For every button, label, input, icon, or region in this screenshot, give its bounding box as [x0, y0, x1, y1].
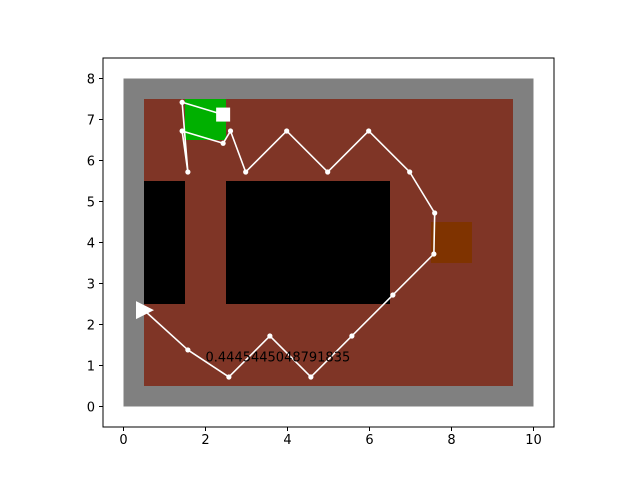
trajectory-point-12	[284, 128, 290, 134]
trajectory-point-10	[366, 128, 372, 134]
x-tick-label-8: 8	[447, 433, 455, 448]
markers-layer	[136, 107, 231, 320]
y-tick-label-6: 6	[87, 155, 95, 170]
trajectory-point-5	[349, 333, 355, 339]
trajectory-point-9	[407, 169, 413, 175]
annotation-layer: 0.4445445048791835	[206, 350, 351, 365]
trajectory-point-14	[227, 128, 234, 134]
obstacle-2	[226, 181, 390, 304]
y-axis-ticks: 0 1 2 3 4 5 6 7 8	[87, 73, 103, 416]
trajectory-point-2	[226, 374, 232, 380]
trajectory-point-13	[243, 169, 249, 175]
y-tick-label-3: 3	[87, 278, 95, 293]
y-tick-label-0: 0	[87, 401, 95, 416]
trajectory-point-1	[185, 347, 191, 353]
y-tick-label-4: 4	[87, 237, 95, 252]
value-annotation: 0.4445445048791835	[206, 350, 351, 365]
trajectory-point-11	[325, 169, 331, 175]
x-tick-label-4: 4	[283, 433, 291, 448]
y-tick-label-7: 7	[87, 114, 95, 129]
trajectory-point-18	[179, 99, 185, 105]
y-tick-label-8: 8	[87, 73, 95, 88]
trajectory-point-3	[267, 333, 273, 339]
y-tick-label-1: 1	[87, 360, 95, 375]
cells-layer	[123, 78, 534, 407]
x-axis-ticks: 0 2 4 6 8 10	[119, 427, 542, 448]
y-tick-label-5: 5	[87, 196, 95, 211]
trajectory-point-7	[431, 251, 437, 257]
target-cell	[431, 222, 472, 263]
trajectory-point-4	[308, 374, 314, 380]
agent-marker	[136, 301, 154, 320]
trajectory-point-6	[390, 292, 396, 298]
obstacle-1	[144, 181, 185, 304]
x-tick-label-10: 10	[525, 433, 542, 448]
block-marker	[216, 107, 231, 122]
x-tick-label-2: 2	[201, 433, 209, 448]
x-tick-label-0: 0	[119, 433, 127, 448]
trajectory-point-17	[185, 169, 191, 175]
x-tick-label-6: 6	[365, 433, 373, 448]
trajectory-point-8	[432, 210, 438, 216]
trajectory-point-16	[179, 128, 185, 134]
y-tick-label-2: 2	[87, 319, 95, 334]
trajectory-point-15	[220, 140, 226, 146]
trajectory-line	[143, 101, 436, 378]
